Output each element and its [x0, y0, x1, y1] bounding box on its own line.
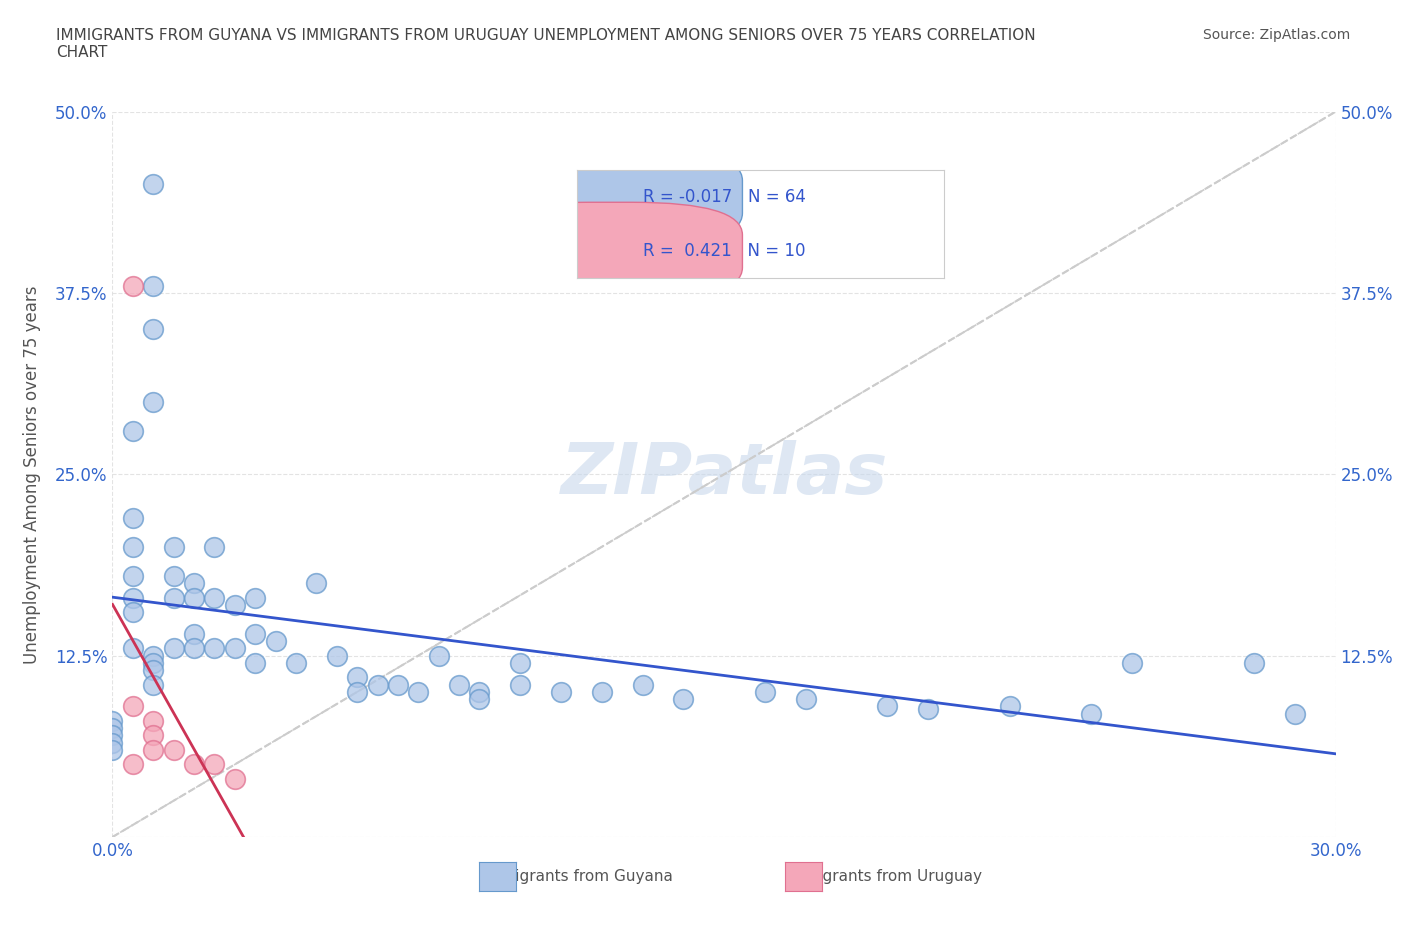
- Point: [183, 641, 205, 656]
- Point: [204, 641, 226, 656]
- Point: [794, 692, 817, 707]
- Point: [142, 677, 165, 692]
- Point: [142, 742, 165, 757]
- Point: [264, 633, 287, 648]
- Point: [204, 757, 226, 772]
- Point: [142, 278, 165, 293]
- Point: [142, 728, 165, 743]
- Point: [122, 511, 145, 525]
- Point: [876, 699, 898, 714]
- Point: [346, 684, 368, 699]
- Point: [142, 656, 165, 671]
- Point: [122, 568, 145, 583]
- Point: [754, 684, 776, 699]
- Point: [550, 684, 572, 699]
- Point: [427, 648, 450, 663]
- Text: Immigrants from Guyana: Immigrants from Guyana: [481, 869, 673, 883]
- Point: [142, 322, 165, 337]
- Point: [224, 772, 246, 787]
- Text: Source: ZipAtlas.com: Source: ZipAtlas.com: [1202, 28, 1350, 42]
- Point: [346, 670, 368, 684]
- Point: [101, 736, 124, 751]
- Point: [122, 278, 145, 293]
- Point: [326, 648, 349, 663]
- Point: [917, 702, 939, 717]
- Text: IMMIGRANTS FROM GUYANA VS IMMIGRANTS FROM URUGUAY UNEMPLOYMENT AMONG SENIORS OVE: IMMIGRANTS FROM GUYANA VS IMMIGRANTS FRO…: [56, 28, 1036, 60]
- Point: [163, 568, 186, 583]
- Point: [142, 394, 165, 409]
- Point: [998, 699, 1021, 714]
- Point: [1121, 656, 1143, 671]
- Point: [122, 757, 145, 772]
- Point: [1284, 706, 1306, 721]
- Point: [408, 684, 430, 699]
- Point: [305, 576, 328, 591]
- Point: [509, 656, 531, 671]
- Point: [1243, 656, 1265, 671]
- Point: [245, 656, 267, 671]
- Point: [101, 742, 124, 757]
- Point: [142, 177, 165, 192]
- Point: [101, 728, 124, 743]
- Point: [163, 591, 186, 605]
- Point: [245, 627, 267, 642]
- Point: [122, 423, 145, 438]
- Point: [204, 539, 226, 554]
- Point: [122, 591, 145, 605]
- Point: [509, 677, 531, 692]
- Point: [447, 677, 470, 692]
- Point: [122, 699, 145, 714]
- Point: [224, 597, 246, 612]
- Point: [163, 641, 186, 656]
- Point: [122, 604, 145, 619]
- Point: [366, 677, 388, 692]
- Point: [245, 591, 267, 605]
- Text: Immigrants from Uruguay: Immigrants from Uruguay: [785, 869, 983, 883]
- Point: [122, 539, 145, 554]
- Text: ZIPatlas: ZIPatlas: [561, 440, 887, 509]
- Point: [387, 677, 409, 692]
- Point: [183, 627, 205, 642]
- Point: [101, 713, 124, 728]
- Point: [284, 656, 308, 671]
- Y-axis label: Unemployment Among Seniors over 75 years: Unemployment Among Seniors over 75 years: [22, 286, 41, 663]
- Point: [142, 648, 165, 663]
- Point: [183, 591, 205, 605]
- Point: [101, 721, 124, 736]
- Point: [183, 576, 205, 591]
- Point: [204, 591, 226, 605]
- Point: [672, 692, 695, 707]
- Point: [183, 757, 205, 772]
- Point: [591, 684, 613, 699]
- Point: [142, 713, 165, 728]
- Point: [163, 742, 186, 757]
- Point: [142, 663, 165, 678]
- Point: [631, 677, 654, 692]
- Point: [163, 539, 186, 554]
- Point: [468, 692, 491, 707]
- Point: [122, 641, 145, 656]
- Point: [224, 641, 246, 656]
- Point: [468, 684, 491, 699]
- Point: [1080, 706, 1102, 721]
